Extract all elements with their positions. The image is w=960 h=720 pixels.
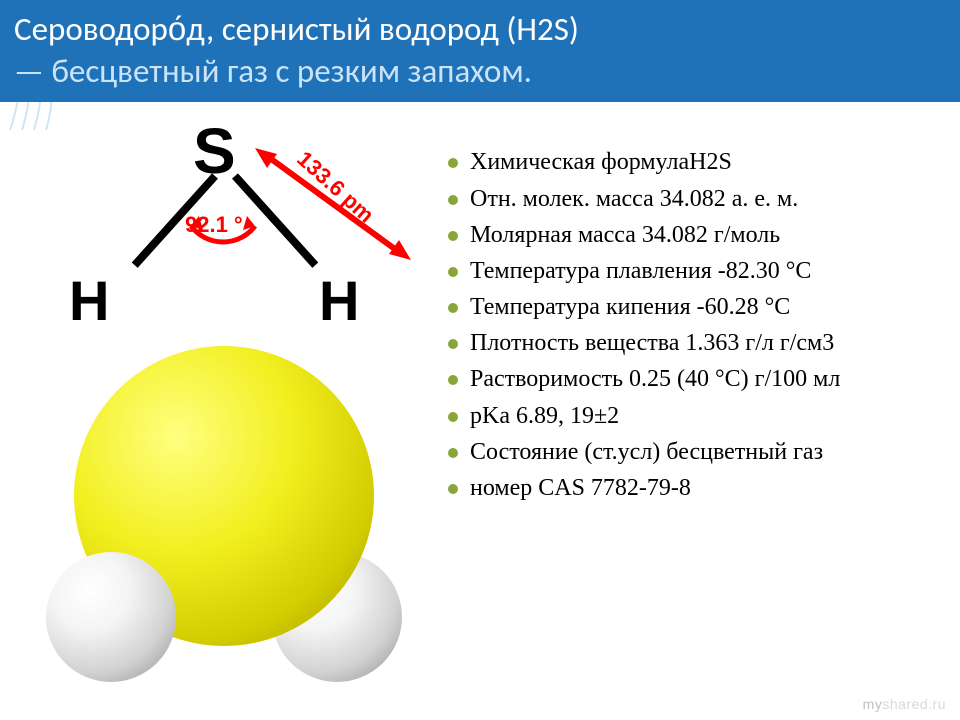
list-item: Температура кипения -60.28 °C (444, 291, 934, 323)
right-column: Химическая формулаH2S Отн. молек. масса … (420, 114, 934, 676)
prop-text: Растворимость 0.25 (40 °C) г/100 мл (470, 366, 840, 392)
prop-text: Плотность вещества 1.363 г/л г/см3 (470, 330, 834, 356)
list-item: Отн. молек. масса 34.082 а. е. м. (444, 183, 934, 215)
bond-angle-label: 92.1 ° (185, 212, 243, 238)
list-item: номер CAS 7782-79-8 (444, 472, 934, 504)
properties-list: Химическая формулаH2S Отн. молек. масса … (444, 146, 934, 504)
slide-body: 92.1 ° 133.6 pm S H H Химическая формула… (0, 102, 960, 676)
left-column: 92.1 ° 133.6 pm S H H (30, 120, 420, 676)
prop-text: Молярная масса 34.082 г/моль (470, 222, 780, 248)
prop-text: Температура плавления -82.30 °C (470, 258, 811, 284)
atom-sulfur-label: S (193, 114, 236, 188)
list-item: pKa 6.89, 19±2 (444, 400, 934, 432)
list-item: Химическая формулаH2S (444, 146, 934, 178)
slide-title: Сероводоро́д, сернистый водород (H2S) — … (0, 0, 960, 102)
watermark: myshared.ru (863, 696, 946, 712)
prop-text: Температура кипения -60.28 °C (470, 294, 790, 320)
prop-text: номер CAS 7782-79-8 (470, 475, 691, 501)
prop-text: Отн. молек. масса 34.082 а. е. м. (470, 186, 798, 212)
prop-text: Химическая формулаH2S (470, 149, 732, 175)
hydrogen-sphere-left (46, 552, 176, 682)
title-line-1: Сероводоро́д, сернистый водород (H2S) (14, 9, 579, 49)
space-filling-model (40, 346, 410, 676)
list-item: Молярная масса 34.082 г/моль (444, 219, 934, 251)
structural-diagram: 92.1 ° 133.6 pm S H H (45, 120, 405, 340)
title-line-2: — бесцветный газ с резким запахом. (14, 51, 532, 91)
list-item: Температура плавления -82.30 °C (444, 255, 934, 287)
atom-hydrogen-left-label: H (69, 268, 109, 333)
list-item: Плотность вещества 1.363 г/л г/см3 (444, 327, 934, 359)
list-item: Состояние (ст.усл) бесцветный газ (444, 436, 934, 468)
prop-text: Состояние (ст.усл) бесцветный газ (470, 439, 823, 465)
atom-hydrogen-right-label: H (319, 268, 359, 333)
prop-text: pKa 6.89, 19±2 (470, 403, 619, 429)
list-item: Растворимость 0.25 (40 °C) г/100 мл (444, 363, 934, 395)
